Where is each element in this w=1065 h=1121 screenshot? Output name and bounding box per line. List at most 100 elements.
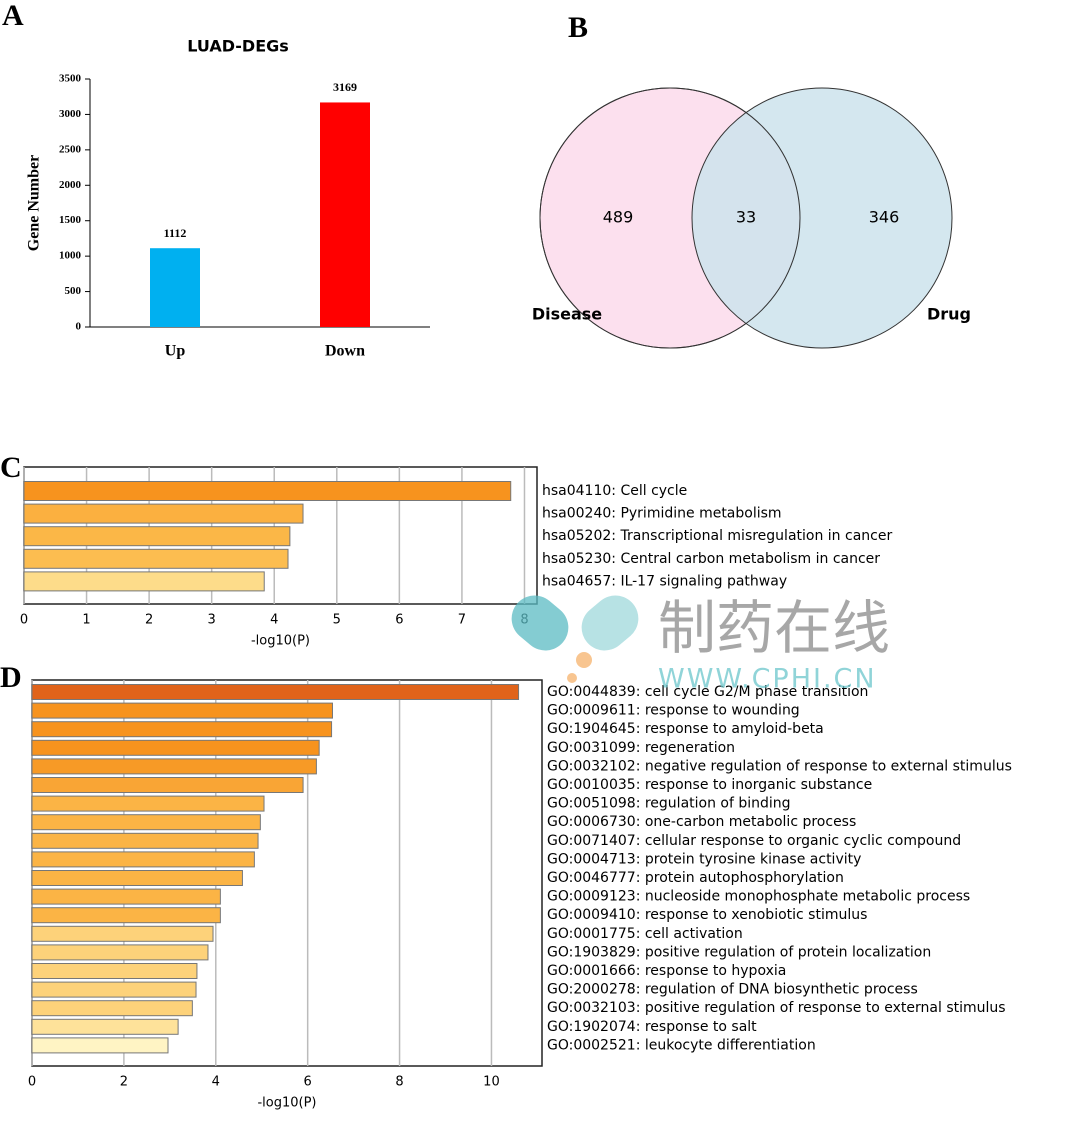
- category-label: GO:0009410: response to xenobiotic stimu…: [547, 907, 867, 923]
- category-label: GO:0001666: response to hypoxia: [547, 963, 786, 979]
- category-label: GO:0044839: cell cycle G2/M phase transi…: [547, 684, 868, 700]
- x-tick-label: 4: [270, 613, 278, 628]
- panel-label: B: [568, 11, 588, 44]
- y-tick-label: 1500: [59, 214, 82, 226]
- bar: [31, 851, 255, 868]
- set-circle-outline: [539, 87, 801, 349]
- y-axis-label: Gene Number: [26, 155, 43, 251]
- bar: [31, 758, 317, 775]
- x-tick-label: 7: [458, 613, 466, 628]
- category-label: GO:0032102: negative regulation of respo…: [547, 758, 1012, 774]
- bar: [23, 481, 512, 501]
- x-tick-label: 0: [28, 1075, 36, 1090]
- category-label: GO:0006730: one-carbon metabolic process: [547, 814, 856, 830]
- category-label: GO:0031099: regeneration: [547, 740, 735, 756]
- category-label: hsa05202: Transcriptional misregulation …: [542, 528, 892, 544]
- bar: [31, 888, 221, 905]
- y-tick-label: 3500: [59, 73, 82, 85]
- set-circle: [691, 87, 953, 349]
- bar: [23, 571, 265, 592]
- x-tick-label: 10: [483, 1075, 500, 1090]
- bar: [31, 925, 214, 942]
- bar: [31, 721, 333, 738]
- bar: [31, 870, 243, 886]
- watermark-icon: [511, 595, 569, 651]
- bar: [31, 777, 304, 793]
- category-label: GO:1903829: positive regulation of prote…: [547, 944, 931, 960]
- y-tick-label: 1000: [59, 250, 82, 262]
- y-tick-label: 0: [76, 321, 82, 333]
- bar: [31, 1000, 193, 1017]
- watermark-icon: [567, 673, 577, 683]
- x-tick-label: Down: [325, 343, 365, 360]
- bar: [31, 907, 221, 924]
- category-label: GO:0001775: cell activation: [547, 926, 743, 942]
- category-label: GO:0002521: leukocyte differentiation: [547, 1037, 816, 1053]
- category-label: GO:0009123: nucleoside monophosphate met…: [547, 889, 970, 905]
- y-tick-label: 2000: [59, 179, 82, 191]
- set-value: 346: [869, 208, 900, 227]
- bar: [23, 548, 289, 569]
- category-label: GO:1902074: response to salt: [547, 1019, 757, 1035]
- bar: [23, 526, 291, 547]
- category-label: hsa04110: Cell cycle: [542, 483, 687, 499]
- category-label: hsa00240: Pyrimidine metabolism: [542, 506, 782, 522]
- bar: [31, 1037, 169, 1054]
- x-tick-label: 6: [304, 1075, 312, 1090]
- category-label: GO:0004713: protein tyrosine kinase acti…: [547, 851, 861, 867]
- category-label: GO:2000278: regulation of DNA biosynthet…: [547, 982, 918, 998]
- value-label: 3169: [333, 80, 357, 94]
- set-name: Disease: [532, 305, 602, 324]
- x-tick-label: 1: [82, 613, 90, 628]
- x-tick-label: 2: [120, 1075, 128, 1090]
- bar: [31, 739, 320, 756]
- bar: [31, 702, 333, 719]
- bar: [320, 102, 370, 328]
- bar: [31, 963, 198, 979]
- bar: [31, 814, 261, 831]
- category-label: GO:0046777: protein autophosphorylation: [547, 870, 844, 886]
- bar: [31, 944, 209, 961]
- x-tick-label: 5: [333, 613, 341, 628]
- value-label: 1112: [164, 226, 187, 240]
- category-label: hsa05230: Central carbon metabolism in c…: [542, 551, 880, 567]
- category-label: GO:0071407: cellular response to organic…: [547, 833, 961, 849]
- panel-label: A: [2, 0, 24, 32]
- x-tick-label: 8: [395, 1075, 403, 1090]
- category-label: GO:0051098: regulation of binding: [547, 796, 791, 812]
- x-tick-label: 0: [20, 613, 28, 628]
- bar: [23, 503, 304, 524]
- watermark-icon: [576, 652, 592, 668]
- bar: [31, 832, 259, 849]
- watermark-url: WWW.CPHI.CN: [658, 664, 877, 695]
- bar: [31, 1018, 179, 1035]
- y-tick-label: 2500: [59, 143, 82, 155]
- x-tick-label: 4: [212, 1075, 220, 1090]
- x-tick-label: 6: [395, 613, 403, 628]
- x-axis-label: -log10(P): [257, 1096, 316, 1111]
- bar: [31, 981, 197, 998]
- y-tick-label: 500: [65, 285, 82, 297]
- y-tick-label: 3000: [59, 108, 82, 120]
- watermark: 制药在线 WWW.CPHI.CN: [511, 594, 890, 695]
- set-name: Drug: [927, 305, 971, 324]
- panel-label: C: [0, 451, 22, 484]
- watermark-icon: [581, 595, 639, 651]
- category-label: GO:1904645: response to amyloid-beta: [547, 721, 824, 737]
- watermark-text: 制药在线: [658, 594, 890, 662]
- category-label: GO:0010035: response to inorganic substa…: [547, 777, 872, 793]
- bar: [150, 248, 200, 327]
- overlap-value: 33: [736, 208, 756, 227]
- x-axis-label: -log10(P): [251, 634, 310, 649]
- set-value: 489: [603, 208, 634, 227]
- category-label: GO:0032103: positive regulation of respo…: [547, 1000, 1006, 1016]
- panel-label: D: [0, 661, 22, 694]
- bar: [31, 684, 520, 700]
- x-tick-label: Up: [165, 343, 186, 360]
- x-tick-label: 2: [145, 613, 153, 628]
- category-label: GO:0009611: response to wounding: [547, 703, 800, 719]
- bar: [31, 795, 265, 812]
- x-tick-label: 3: [208, 613, 216, 628]
- chart-title: LUAD-DEGs: [187, 37, 289, 56]
